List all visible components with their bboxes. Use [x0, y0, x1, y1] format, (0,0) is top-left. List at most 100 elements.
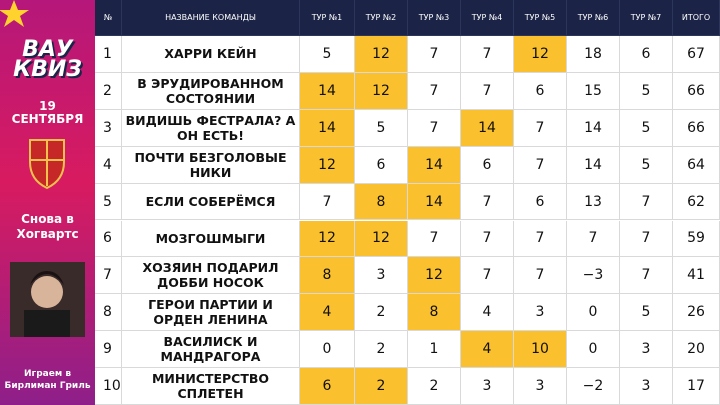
team-name-line: ОН ЕСТЬ!	[177, 127, 244, 143]
header-cell: ТУР №2	[355, 0, 408, 36]
score: 14	[461, 109, 514, 147]
team-name-line: В ЭРУДИРОВАННОМ	[137, 75, 284, 91]
score: 14	[567, 109, 620, 147]
score: 5	[355, 109, 408, 147]
row-number: 1	[95, 36, 122, 73]
score: 12	[514, 36, 567, 73]
score: 3	[620, 331, 673, 369]
score: 7	[461, 257, 514, 295]
score: 2	[355, 331, 408, 369]
total: 66	[673, 109, 720, 147]
team-name-line: МАНДРАГОРА	[160, 349, 261, 365]
team-name: ВАСИЛИСК И МАНДРАГОРА	[122, 331, 300, 369]
score: −3	[567, 257, 620, 295]
score: 8	[408, 294, 461, 332]
venue: Играем в Бирлиман Гриль	[4, 369, 91, 391]
score: 7	[567, 220, 620, 258]
score: 7	[408, 109, 461, 147]
header-cell: ТУР №5	[514, 0, 567, 36]
score: 7	[620, 183, 673, 221]
team-name-line: ГЕРОИ ПАРТИИ И	[148, 297, 273, 313]
score: 0	[567, 331, 620, 369]
score: 7	[300, 183, 355, 221]
score: 7	[461, 72, 514, 110]
score: 7	[461, 220, 514, 258]
sidebar: ВАУ КВИЗ 19 СЕНТЯБРЯ Снова в Хогвартс Иг…	[0, 0, 95, 405]
row-number: 3	[95, 109, 122, 147]
team-name-line: ВАСИЛИСК И	[163, 334, 258, 350]
total: 62	[673, 183, 720, 221]
score: 7	[620, 220, 673, 258]
score: 14	[408, 146, 461, 184]
score: 12	[355, 220, 408, 258]
logo-line: КВИЗ	[13, 57, 82, 82]
score: 12	[408, 257, 461, 295]
score: 2	[408, 368, 461, 405]
team-name-line: ЕСЛИ СОБЕРЁМСЯ	[145, 194, 276, 210]
score: 18	[567, 36, 620, 73]
score: 12	[355, 36, 408, 73]
score: 4	[461, 294, 514, 332]
score: −2	[567, 368, 620, 405]
header-cell: №	[95, 0, 122, 36]
header-cell: ИТОГО	[673, 0, 720, 36]
score: 7	[408, 72, 461, 110]
total: 41	[673, 257, 720, 295]
date-month: СЕНТЯБРЯ	[11, 112, 84, 126]
score: 6	[461, 146, 514, 184]
score: 12	[355, 72, 408, 110]
total: 59	[673, 220, 720, 258]
score: 5	[300, 36, 355, 73]
score: 10	[514, 331, 567, 369]
score: 3	[514, 368, 567, 405]
header-cell: ТУР №1	[300, 0, 355, 36]
score: 2	[355, 368, 408, 405]
sidebar-art	[0, 0, 85, 337]
team-name: ГЕРОИ ПАРТИИ И ОРДЕН ЛЕНИНА	[122, 294, 300, 332]
team-name-line: ДОББИ НОСОК	[157, 275, 264, 291]
score: 8	[300, 257, 355, 295]
score: 5	[620, 294, 673, 332]
score: 3	[461, 368, 514, 405]
header-cell: ТУР №6	[567, 0, 620, 36]
score: 1	[408, 331, 461, 369]
score: 6	[355, 146, 408, 184]
team-name-line: ПОЧТИ БЕЗГОЛОВЫЕ	[134, 149, 287, 165]
header-cell: ТУР №4	[461, 0, 514, 36]
total: 64	[673, 146, 720, 184]
team-name: ЕСЛИ СОБЕРЁМСЯ	[122, 183, 300, 221]
row-number: 8	[95, 294, 122, 332]
score: 6	[514, 183, 567, 221]
row-number: 4	[95, 146, 122, 184]
date-day: 19	[39, 99, 56, 113]
total: 26	[673, 294, 720, 332]
score: 12	[300, 220, 355, 258]
total: 17	[673, 368, 720, 405]
theme: Снова в Хогвартс	[16, 212, 79, 241]
score: 7	[514, 146, 567, 184]
team-name-line: СПЛЕТЕН	[177, 386, 244, 402]
score: 7	[408, 36, 461, 73]
score: 3	[355, 257, 408, 295]
score: 7	[408, 220, 461, 258]
team-name-line: ВИДИШЬ ФЕСТРАЛА? А	[125, 112, 296, 128]
row-number: 5	[95, 183, 122, 221]
team-name: ХОЗЯИН ПОДАРИЛ ДОББИ НОСОК	[122, 257, 300, 295]
team-name-line: ХАРРИ КЕЙН	[164, 46, 257, 62]
score: 5	[620, 72, 673, 110]
row-number: 9	[95, 331, 122, 369]
score: 6	[514, 72, 567, 110]
row-number: 2	[95, 72, 122, 110]
score: 5	[620, 146, 673, 184]
score: 0	[567, 294, 620, 332]
score: 7	[514, 109, 567, 147]
team-name-line: МОЗГОШМЫГИ	[155, 230, 266, 246]
total: 20	[673, 331, 720, 369]
header-cell: НАЗВАНИЕ КОМАНДЫ	[122, 0, 300, 36]
score: 14	[300, 72, 355, 110]
score: 5	[620, 109, 673, 147]
score: 7	[514, 220, 567, 258]
row-number: 10	[95, 368, 122, 405]
date: 19 СЕНТЯБРЯ	[0, 100, 95, 126]
